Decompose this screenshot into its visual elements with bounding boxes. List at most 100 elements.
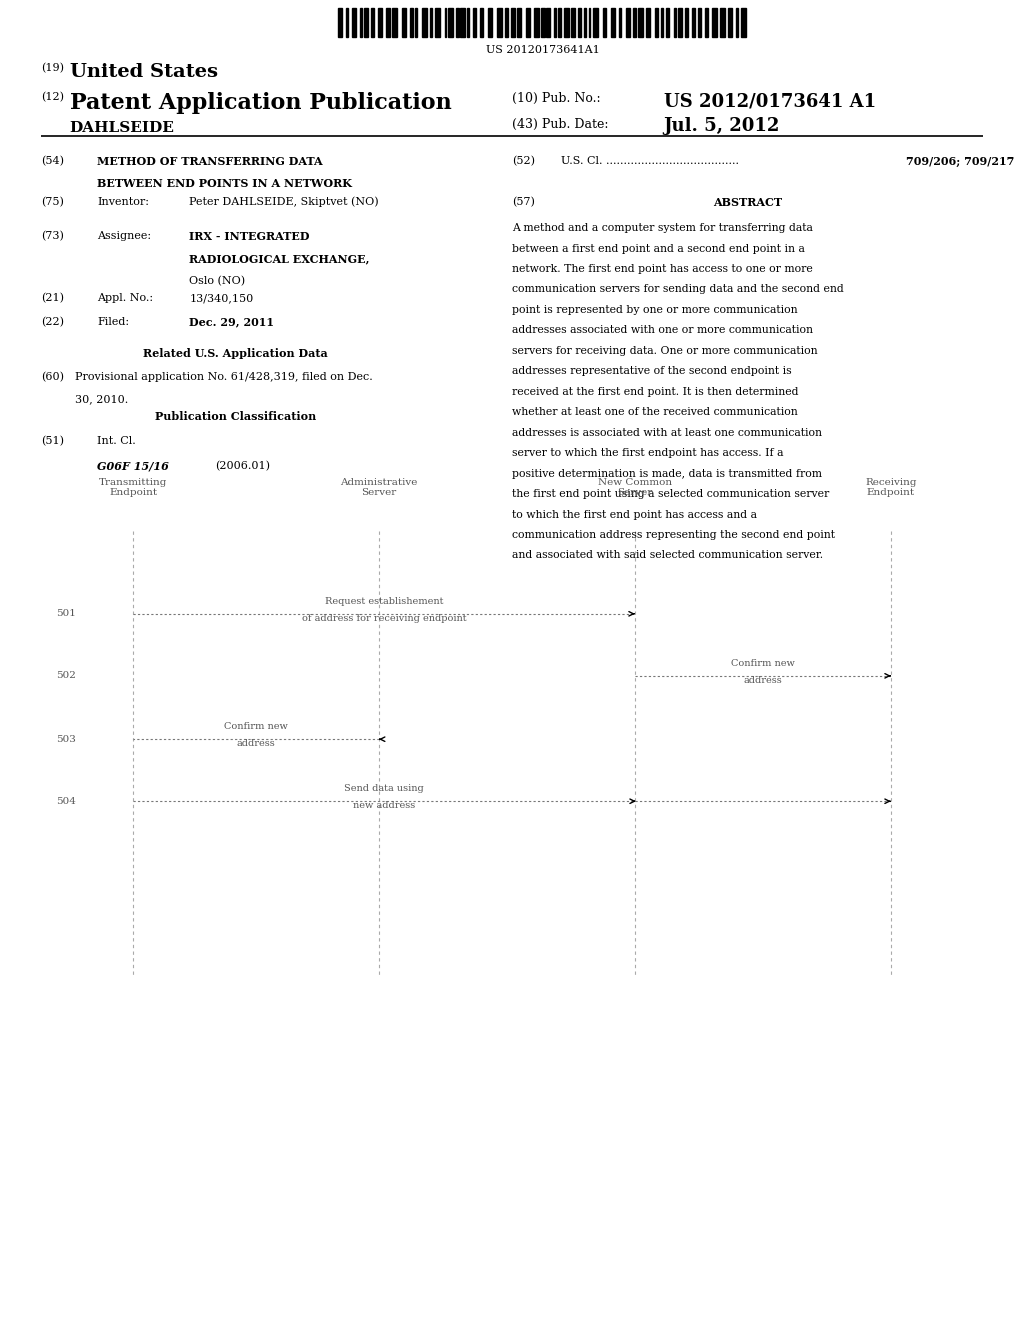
Text: whether at least one of the received communication: whether at least one of the received com… xyxy=(512,407,798,417)
Bar xyxy=(570,8,575,37)
Text: ......................................: ...................................... xyxy=(606,156,739,166)
Text: Int. Cl.: Int. Cl. xyxy=(97,436,136,446)
Bar xyxy=(645,8,650,37)
Bar xyxy=(620,8,622,37)
Bar xyxy=(602,8,606,37)
Bar xyxy=(511,8,515,37)
Bar xyxy=(517,8,521,37)
Bar xyxy=(473,8,476,37)
Text: METHOD OF TRANSFERRING DATA: METHOD OF TRANSFERRING DATA xyxy=(97,156,323,166)
Bar xyxy=(678,8,682,37)
Bar xyxy=(712,8,717,37)
Text: Inventor:: Inventor: xyxy=(97,197,150,207)
Bar xyxy=(392,8,397,37)
Text: (52): (52) xyxy=(512,156,535,166)
Bar xyxy=(667,8,669,37)
Text: received at the first end point. It is then determined: received at the first end point. It is t… xyxy=(512,387,799,397)
Text: servers for receiving data. One or more communication: servers for receiving data. One or more … xyxy=(512,346,817,356)
Text: New Common
Server: New Common Server xyxy=(598,478,672,498)
Text: Filed:: Filed: xyxy=(97,317,129,327)
Text: new address: new address xyxy=(353,801,415,810)
Bar xyxy=(480,8,483,37)
Text: Confirm new: Confirm new xyxy=(731,659,795,668)
Bar xyxy=(346,8,348,37)
Text: 504: 504 xyxy=(56,797,76,805)
Text: (12): (12) xyxy=(41,92,63,103)
Text: (2006.01): (2006.01) xyxy=(215,461,270,471)
Text: Oslo (NO): Oslo (NO) xyxy=(189,276,246,286)
Bar xyxy=(655,8,657,37)
Text: A method and a computer system for transferring data: A method and a computer system for trans… xyxy=(512,223,813,234)
Text: communication address representing the second end point: communication address representing the s… xyxy=(512,529,835,540)
Bar xyxy=(456,8,459,37)
Text: (57): (57) xyxy=(512,197,535,207)
Text: BETWEEN END POINTS IN A NETWORK: BETWEEN END POINTS IN A NETWORK xyxy=(97,178,352,189)
Text: between a first end point and a second end point in a: between a first end point and a second e… xyxy=(512,243,805,253)
Text: ABSTRACT: ABSTRACT xyxy=(713,197,782,207)
Bar xyxy=(444,8,446,37)
Text: (21): (21) xyxy=(41,293,63,304)
Bar xyxy=(487,8,493,37)
Bar xyxy=(449,8,453,37)
Bar xyxy=(526,8,529,37)
Text: Dec. 29, 2011: Dec. 29, 2011 xyxy=(189,317,274,327)
Bar xyxy=(706,8,709,37)
Text: U.S. Cl.: U.S. Cl. xyxy=(561,156,603,166)
Text: 13/340,150: 13/340,150 xyxy=(189,293,254,304)
Text: addresses is associated with at least one communication: addresses is associated with at least on… xyxy=(512,428,822,438)
Text: (43) Pub. Date:: (43) Pub. Date: xyxy=(512,117,608,131)
Bar xyxy=(638,8,643,37)
Text: address: address xyxy=(237,739,275,748)
Bar xyxy=(564,8,569,37)
Bar xyxy=(429,8,432,37)
Bar xyxy=(721,8,725,37)
Text: (22): (22) xyxy=(41,317,63,327)
Bar xyxy=(685,8,688,37)
Bar xyxy=(558,8,561,37)
Text: 30, 2010.: 30, 2010. xyxy=(75,395,128,405)
Text: communication servers for sending data and the second end: communication servers for sending data a… xyxy=(512,284,844,294)
Text: Publication Classification: Publication Classification xyxy=(155,411,316,421)
Text: addresses associated with one or more communication: addresses associated with one or more co… xyxy=(512,325,813,335)
Text: 709/206; 709/217: 709/206; 709/217 xyxy=(906,156,1015,166)
Bar xyxy=(535,8,539,37)
Text: DAHLSEIDE: DAHLSEIDE xyxy=(70,121,174,136)
Bar xyxy=(541,8,545,37)
Text: server to which the first endpoint has access. If a: server to which the first endpoint has a… xyxy=(512,447,783,458)
Bar xyxy=(467,8,469,37)
Text: (60): (60) xyxy=(41,372,63,383)
Bar xyxy=(461,8,465,37)
Bar xyxy=(554,8,556,37)
Bar xyxy=(505,8,508,37)
Bar xyxy=(626,8,630,37)
Text: Request establishement: Request establishement xyxy=(325,597,443,606)
Text: the first end point using a selected communication server: the first end point using a selected com… xyxy=(512,488,829,499)
Bar xyxy=(579,8,581,37)
Text: Send data using: Send data using xyxy=(344,784,424,793)
Text: Confirm new: Confirm new xyxy=(224,722,288,731)
Bar xyxy=(401,8,407,37)
Bar xyxy=(497,8,502,37)
Text: Administrative
Server: Administrative Server xyxy=(340,478,418,498)
Text: Jul. 5, 2012: Jul. 5, 2012 xyxy=(664,117,780,136)
Bar xyxy=(611,8,614,37)
Bar xyxy=(547,8,550,37)
Text: to which the first end point has access and a: to which the first end point has access … xyxy=(512,510,757,520)
Text: positive determination is made, data is transmitted from: positive determination is made, data is … xyxy=(512,469,822,479)
Text: (19): (19) xyxy=(41,63,63,74)
Text: G06F 15/16: G06F 15/16 xyxy=(97,461,169,471)
Text: Provisional application No. 61/428,319, filed on Dec.: Provisional application No. 61/428,319, … xyxy=(75,372,373,383)
Text: network. The first end point has access to one or more: network. The first end point has access … xyxy=(512,264,813,275)
Text: (10) Pub. No.:: (10) Pub. No.: xyxy=(512,92,601,106)
Text: Patent Application Publication: Patent Application Publication xyxy=(70,92,452,115)
Text: Peter DAHLSEIDE, Skiptvet (NO): Peter DAHLSEIDE, Skiptvet (NO) xyxy=(189,197,379,207)
Text: and associated with said selected communication server.: and associated with said selected commun… xyxy=(512,550,823,561)
Bar xyxy=(584,8,586,37)
Text: point is represented by one or more communication: point is represented by one or more comm… xyxy=(512,305,798,315)
Bar xyxy=(593,8,598,37)
Bar xyxy=(589,8,591,37)
Text: (51): (51) xyxy=(41,436,63,446)
Text: RADIOLOGICAL EXCHANGE,: RADIOLOGICAL EXCHANGE, xyxy=(189,253,370,264)
Text: (75): (75) xyxy=(41,197,63,207)
Text: US 2012/0173641 A1: US 2012/0173641 A1 xyxy=(664,92,876,111)
